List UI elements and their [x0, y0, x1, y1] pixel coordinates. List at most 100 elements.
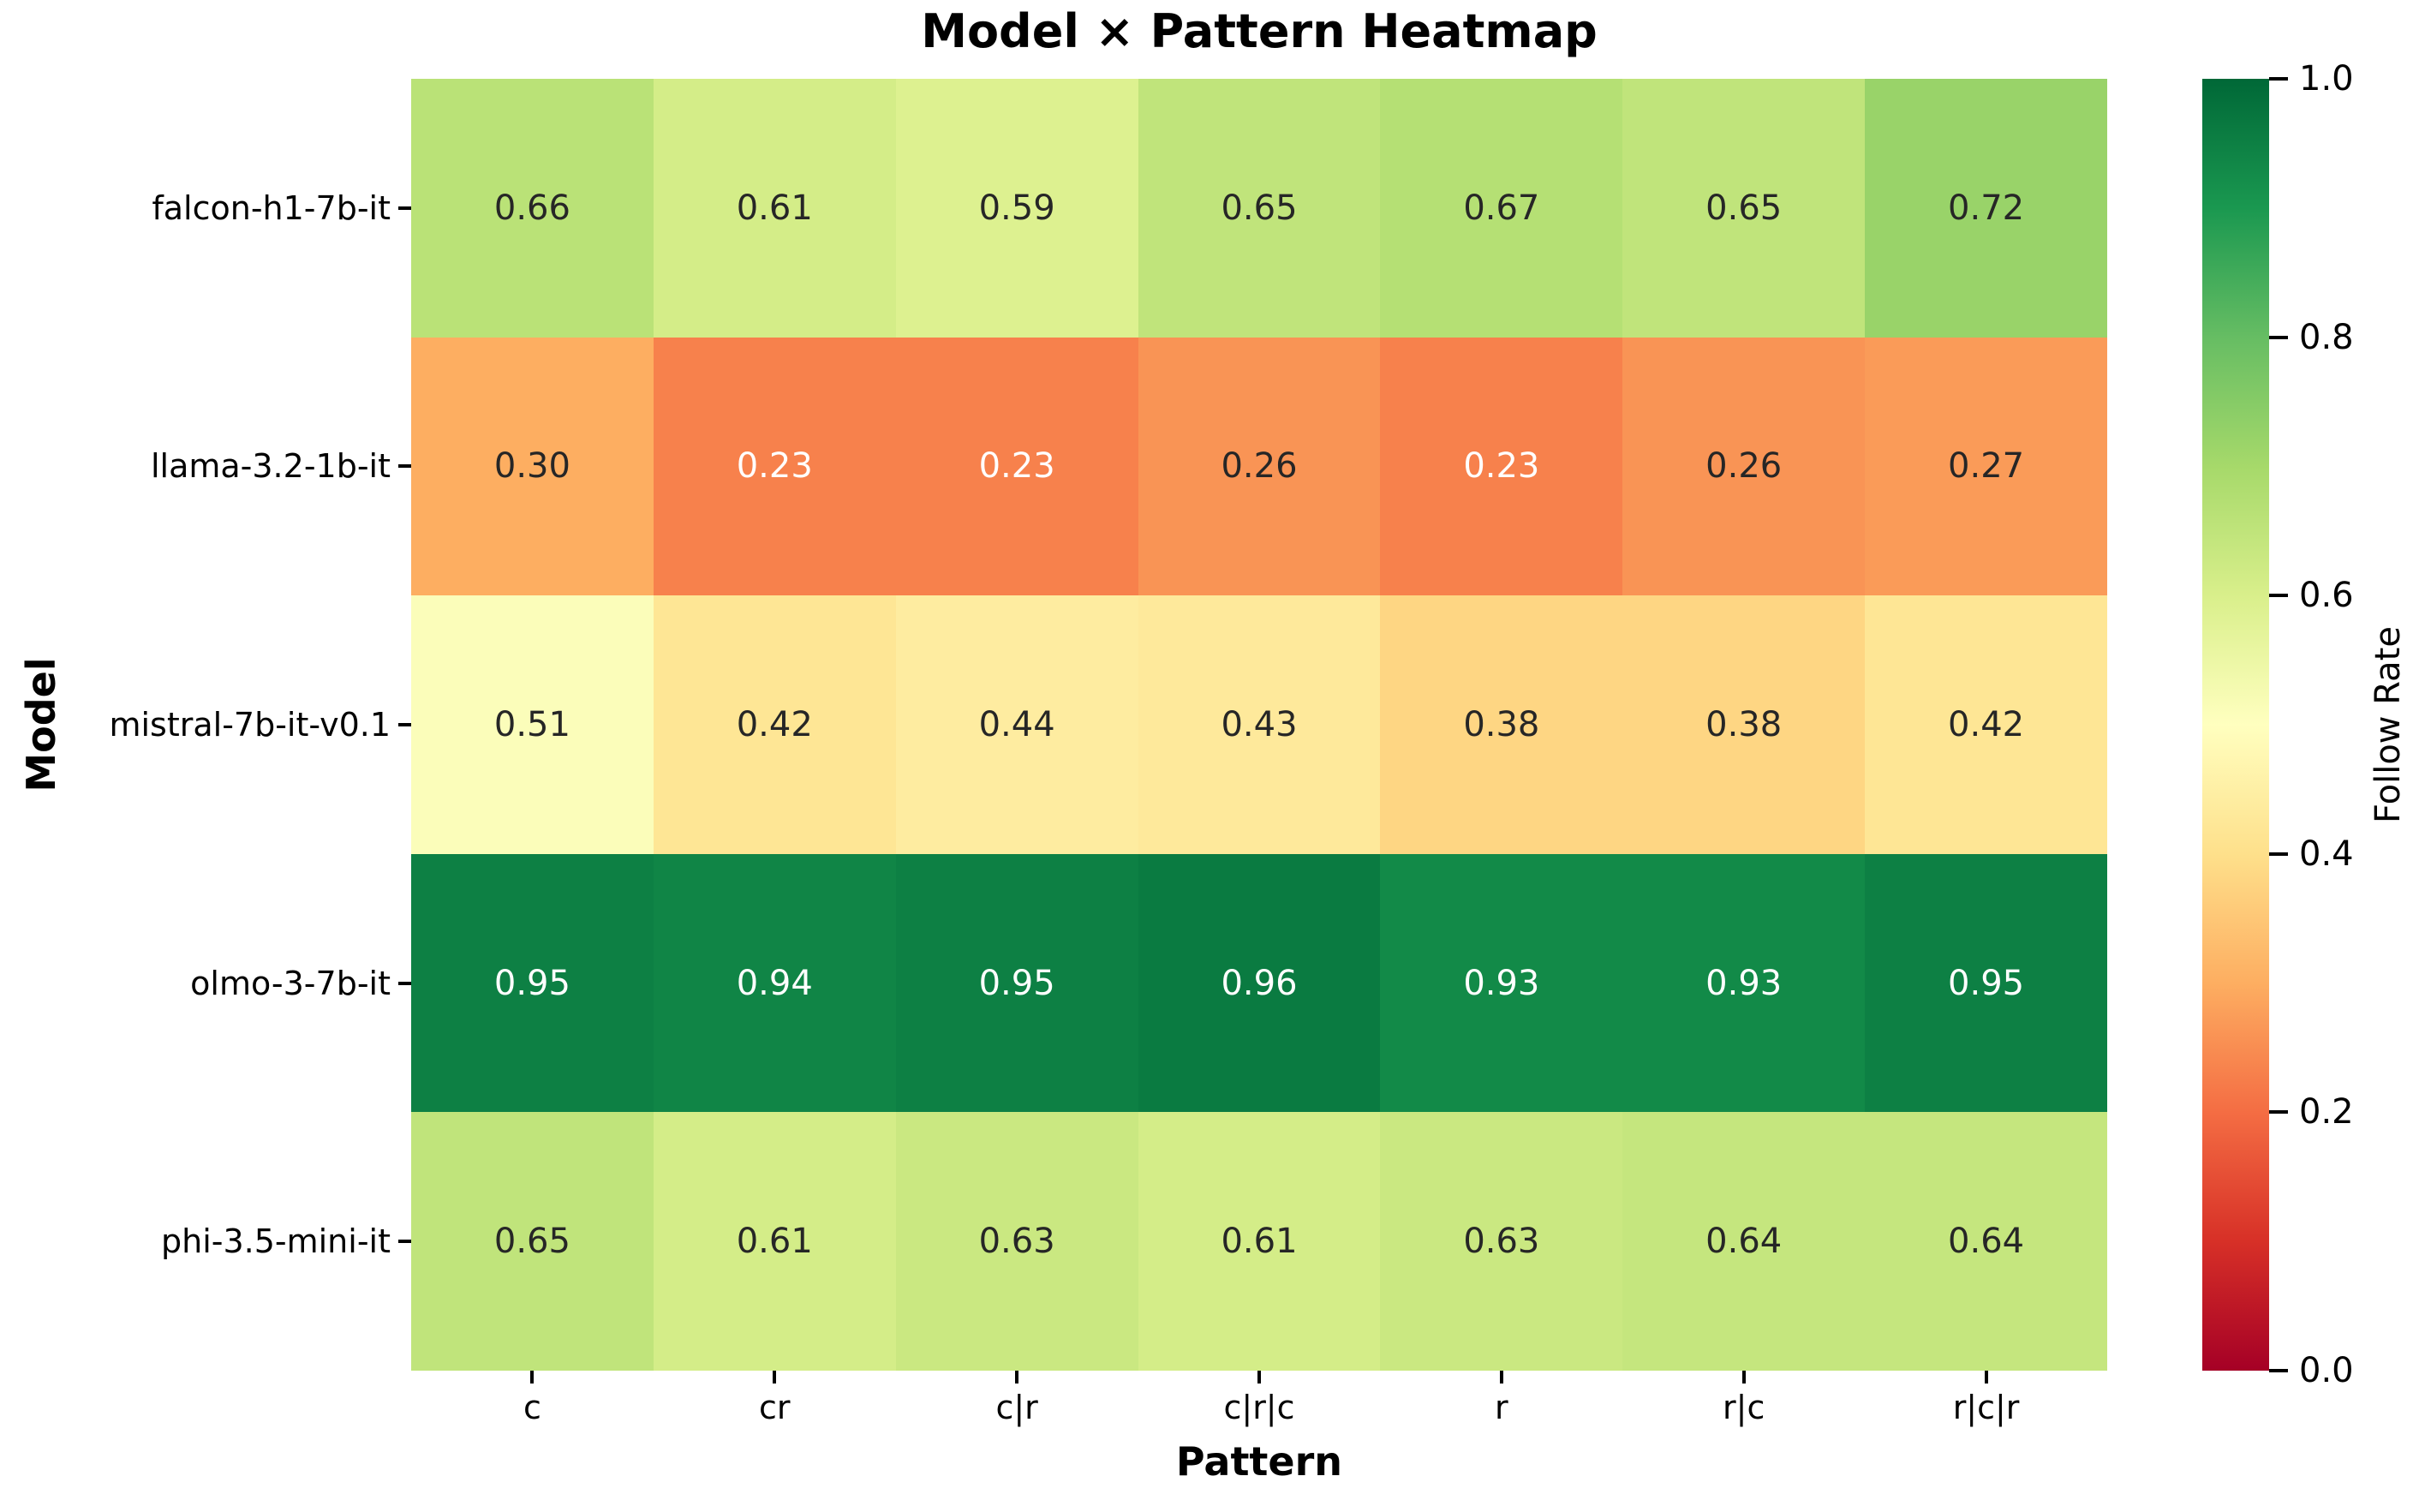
- cell-value: 0.63: [1463, 1222, 1540, 1262]
- cell-value: 0.23: [1463, 446, 1540, 487]
- x-tick-label-5: r|c: [1723, 1389, 1765, 1426]
- heatmap-cell-r4-c5: 0.64: [1622, 1112, 1866, 1371]
- x-tick-label-4: r: [1495, 1389, 1508, 1426]
- cell-value: 0.93: [1463, 963, 1540, 1003]
- cell-value: 0.63: [978, 1222, 1055, 1262]
- heatmap-cell-r2-c1: 0.42: [653, 595, 896, 854]
- cell-value: 0.23: [978, 446, 1055, 487]
- heatmap-cell-r0-c0: 0.66: [411, 79, 654, 338]
- x-tick-label-1: cr: [759, 1389, 791, 1426]
- heatmap-cell-r0-c3: 0.65: [1138, 79, 1381, 338]
- cell-value: 0.95: [1948, 963, 2025, 1003]
- heatmap-cell-r0-c6: 0.72: [1865, 79, 2107, 338]
- y-tick-label-1: llama-3.2-1b-it: [150, 447, 391, 486]
- heatmap-cell-r3-c3: 0.96: [1138, 853, 1381, 1113]
- cell-value: 0.38: [1463, 704, 1540, 744]
- heatmap-cell-r3-c6: 0.95: [1865, 853, 2107, 1113]
- heatmap-cell-r1-c3: 0.26: [1138, 337, 1381, 596]
- heatmap-cell-r4-c1: 0.61: [653, 1112, 896, 1371]
- y-tick-mark: [398, 723, 411, 726]
- heatmap-cell-r4-c4: 0.63: [1380, 1112, 1623, 1371]
- heatmap-cell-r2-c6: 0.42: [1865, 595, 2107, 854]
- cell-value: 0.61: [736, 1222, 813, 1262]
- cell-value: 0.93: [1705, 963, 1783, 1003]
- x-tick-label-2: c|r: [995, 1389, 1038, 1426]
- cell-value: 0.95: [978, 963, 1055, 1003]
- heatmap-grid: 0.66 0.61 0.59 0.65 0.67 0.65 0.72 0.30 0.23 0.23…: [411, 79, 2107, 1371]
- cell-value: 0.65: [1221, 188, 1298, 228]
- heatmap-cell-r3-c4: 0.93: [1380, 853, 1623, 1113]
- heatmap-cell-r4-c0: 0.65: [411, 1112, 654, 1371]
- cell-value: 0.27: [1948, 446, 2025, 487]
- colorbar-tick-mark: [2269, 1369, 2288, 1372]
- cell-value: 0.61: [736, 188, 813, 228]
- heatmap-cell-r4-c3: 0.61: [1138, 1112, 1381, 1371]
- cell-value: 0.95: [493, 963, 570, 1003]
- heatmap-cell-r2-c4: 0.38: [1380, 595, 1623, 854]
- x-tick-mark: [773, 1371, 777, 1384]
- y-tick-mark: [398, 464, 411, 469]
- x-tick-mark: [530, 1371, 535, 1384]
- heatmap-cell-r0-c2: 0.59: [895, 79, 1138, 338]
- chart-title: Model × Pattern Heatmap: [921, 4, 1598, 58]
- cell-value: 0.26: [1705, 446, 1783, 487]
- cell-value: 0.30: [493, 446, 570, 487]
- heatmap-cell-r3-c0: 0.95: [411, 853, 654, 1113]
- colorbar-gradient: [2202, 79, 2269, 1371]
- cell-value: 0.59: [978, 188, 1055, 228]
- x-axis-title: Pattern: [1175, 1438, 1343, 1485]
- heatmap-cell-r0-c4: 0.67: [1380, 79, 1623, 338]
- heatmap-cell-r2-c5: 0.38: [1622, 595, 1866, 854]
- heatmap-cell-r4-c6: 0.64: [1865, 1112, 2107, 1371]
- colorbar-tick-label-0.4: 0.4: [2299, 834, 2354, 874]
- cell-value: 0.42: [736, 704, 813, 744]
- heatmap-cell-r0-c1: 0.61: [653, 79, 896, 338]
- cell-value: 0.61: [1221, 1222, 1298, 1262]
- colorbar-tick-label-0.6: 0.6: [2299, 576, 2354, 616]
- cell-value: 0.64: [1705, 1222, 1783, 1262]
- cell-value: 0.44: [978, 704, 1055, 744]
- cell-value: 0.26: [1221, 446, 1298, 487]
- cell-value: 0.66: [493, 188, 570, 228]
- x-tick-mark: [1499, 1371, 1503, 1384]
- heatmap-cell-r1-c2: 0.23: [895, 337, 1138, 596]
- x-tick-label-6: r|c|r: [1952, 1389, 2020, 1426]
- heatmap-cell-r1-c0: 0.30: [411, 337, 654, 596]
- colorbar-tick-label-0.0: 0.0: [2299, 1351, 2354, 1390]
- colorbar-tick-mark: [2269, 1110, 2288, 1115]
- heatmap-cell-r3-c5: 0.93: [1622, 853, 1866, 1113]
- heatmap-cell-r1-c5: 0.26: [1622, 337, 1866, 596]
- cell-value: 0.65: [493, 1222, 570, 1262]
- y-tick-label-2: mistral-7b-it-v0.1: [109, 706, 391, 744]
- y-tick-mark: [398, 981, 411, 985]
- cell-value: 0.23: [736, 446, 813, 487]
- colorbar-tick-mark: [2269, 335, 2288, 339]
- heatmap-cell-r4-c2: 0.63: [895, 1112, 1138, 1371]
- cell-value: 0.67: [1463, 188, 1540, 228]
- heatmap-cell-r2-c3: 0.43: [1138, 595, 1381, 854]
- colorbar-title: Follow Rate: [2368, 626, 2408, 823]
- heatmap-cell-r2-c0: 0.51: [411, 595, 654, 854]
- cell-value: 0.42: [1948, 704, 2025, 744]
- cell-value: 0.65: [1705, 188, 1783, 228]
- cell-value: 0.72: [1948, 188, 2025, 228]
- x-tick-label-3: c|r|c: [1223, 1389, 1295, 1426]
- heatmap-cell-r1-c1: 0.23: [653, 337, 896, 596]
- colorbar-tick-label-0.8: 0.8: [2299, 317, 2354, 357]
- heatmap-cell-r1-c4: 0.23: [1380, 337, 1623, 596]
- colorbar-tick-mark: [2269, 594, 2288, 598]
- y-tick-label-3: olmo-3-7b-it: [190, 964, 391, 1002]
- heatmap-cell-r1-c6: 0.27: [1865, 337, 2107, 596]
- colorbar-tick-mark: [2269, 77, 2288, 81]
- x-tick-mark: [1984, 1371, 1988, 1384]
- x-tick-mark: [1257, 1371, 1261, 1384]
- x-tick-mark: [1015, 1371, 1019, 1384]
- colorbar-tick-label-0.2: 0.2: [2299, 1092, 2354, 1133]
- y-tick-label-4: phi-3.5-mini-it: [160, 1222, 391, 1261]
- cell-value: 0.96: [1221, 963, 1298, 1003]
- heatmap-cell-r3-c1: 0.94: [653, 853, 896, 1113]
- cell-value: 0.43: [1221, 704, 1298, 744]
- heatmap-cell-r3-c2: 0.95: [895, 853, 1138, 1113]
- heatmap-cell-r0-c5: 0.65: [1622, 79, 1866, 338]
